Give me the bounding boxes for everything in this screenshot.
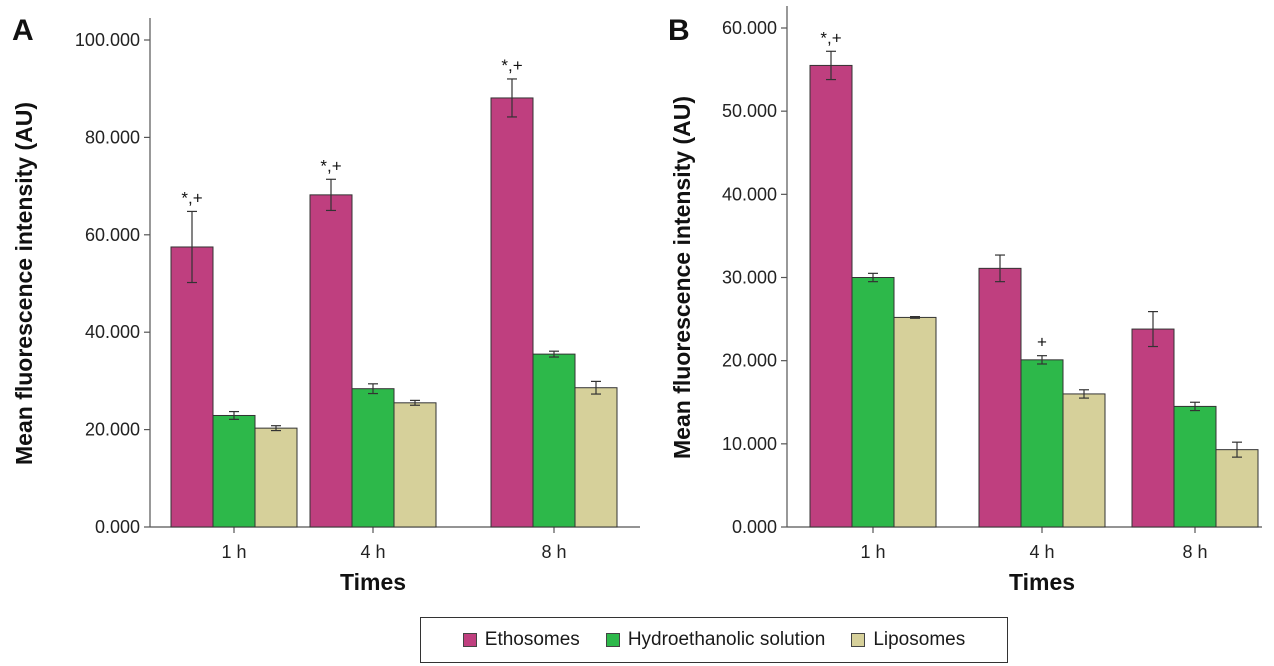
bar-ethosomes-4-h: [309, 194, 353, 528]
y-tick-label: 0.000: [732, 517, 777, 537]
figure-canvas: A 0.000 20.000 40.000 60.000 80.000 100.000 Mea…: [11, 6, 1262, 595]
significance-annotation: *,+: [320, 156, 341, 175]
y-axis-label: Mean fluorescence intensity (AU): [669, 96, 695, 459]
x-tick-label-4-h: 4 h: [1029, 542, 1054, 562]
significance-annotation: *,+: [501, 56, 522, 75]
y-tick-label: 100.000: [75, 30, 140, 50]
panel-b: B 0.000 10.000 20.000 30.000 40.000 50.000 60.0…: [668, 6, 1262, 595]
bar-ethosomes-1-h: [809, 64, 853, 528]
y-tick-label: 20.000: [722, 351, 777, 371]
bar-hydroethanolic-solution-8-h: [1173, 405, 1217, 528]
x-tick-label-1-h: 1 h: [221, 542, 246, 562]
legend-swatch-hydroethanolic-solution: [605, 633, 620, 647]
legend: Ethosomes Hydroethanolic solution Liposo…: [420, 617, 1008, 663]
bar-liposomes-8-h: [574, 387, 618, 528]
x-tick-label-1-h: 1 h: [860, 542, 885, 562]
bar-liposomes-4-h: [393, 402, 437, 528]
legend-label-hydroethanolic-solution: Hydroethanolic solution: [627, 629, 826, 650]
bar-liposomes-1-h: [254, 427, 298, 528]
significance-annotation: +: [1037, 333, 1047, 352]
significance-annotation: *,+: [820, 28, 841, 47]
y-tick-label: 80.000: [85, 127, 140, 147]
y-tick-label: 30.000: [722, 268, 777, 288]
panel-a: A 0.000 20.000 40.000 60.000 80.000 100.000 Mea…: [11, 14, 640, 595]
bar-ethosomes-8-h: [490, 97, 534, 528]
bar-hydroethanolic-solution-1-h: [851, 277, 895, 528]
bar-ethosomes-8-h: [1131, 328, 1175, 528]
legend-item-ethosomes: Ethosomes: [462, 629, 580, 651]
y-tick-label: 20.000: [85, 420, 140, 440]
bar-hydroethanolic-solution-8-h: [532, 353, 576, 528]
y-tick-label: 0.000: [95, 517, 140, 537]
legend-swatch-ethosomes: [462, 633, 477, 647]
legend-label-liposomes: Liposomes: [873, 629, 966, 650]
legend-label-ethosomes: Ethosomes: [484, 629, 580, 650]
bar-ethosomes-1-h: [170, 246, 214, 528]
significance-annotation: *,+: [181, 188, 202, 207]
bar-hydroethanolic-solution-1-h: [212, 414, 256, 528]
y-tick-label: 60.000: [85, 225, 140, 245]
y-tick-label: 50.000: [722, 101, 777, 121]
bar-liposomes-1-h: [893, 316, 937, 528]
panel-label: B: [668, 14, 690, 47]
y-tick-label: 60.000: [722, 18, 777, 38]
x-tick-label-8-h: 8 h: [1182, 542, 1207, 562]
bar-liposomes-4-h: [1062, 393, 1106, 528]
y-tick-label: 10.000: [722, 434, 777, 454]
y-axis-label: Mean fluorescence intensity (AU): [11, 102, 37, 465]
legend-item-liposomes: Liposomes: [851, 629, 965, 651]
legend-swatch-liposomes: [851, 633, 866, 647]
panel-label: A: [12, 14, 34, 47]
bar-hydroethanolic-solution-4-h: [1020, 359, 1064, 528]
y-tick-label: 40.000: [722, 184, 777, 204]
legend-item-hydroethanolic-solution: Hydroethanolic solution: [605, 629, 826, 651]
bar-hydroethanolic-solution-4-h: [351, 388, 395, 528]
x-axis-label: Times: [1009, 569, 1075, 595]
bar-liposomes-8-h: [1215, 449, 1259, 528]
bar-ethosomes-4-h: [978, 267, 1022, 528]
x-tick-label-4-h: 4 h: [360, 542, 385, 562]
y-tick-label: 40.000: [85, 322, 140, 342]
x-tick-label-8-h: 8 h: [541, 542, 566, 562]
x-axis-label: Times: [340, 569, 406, 595]
